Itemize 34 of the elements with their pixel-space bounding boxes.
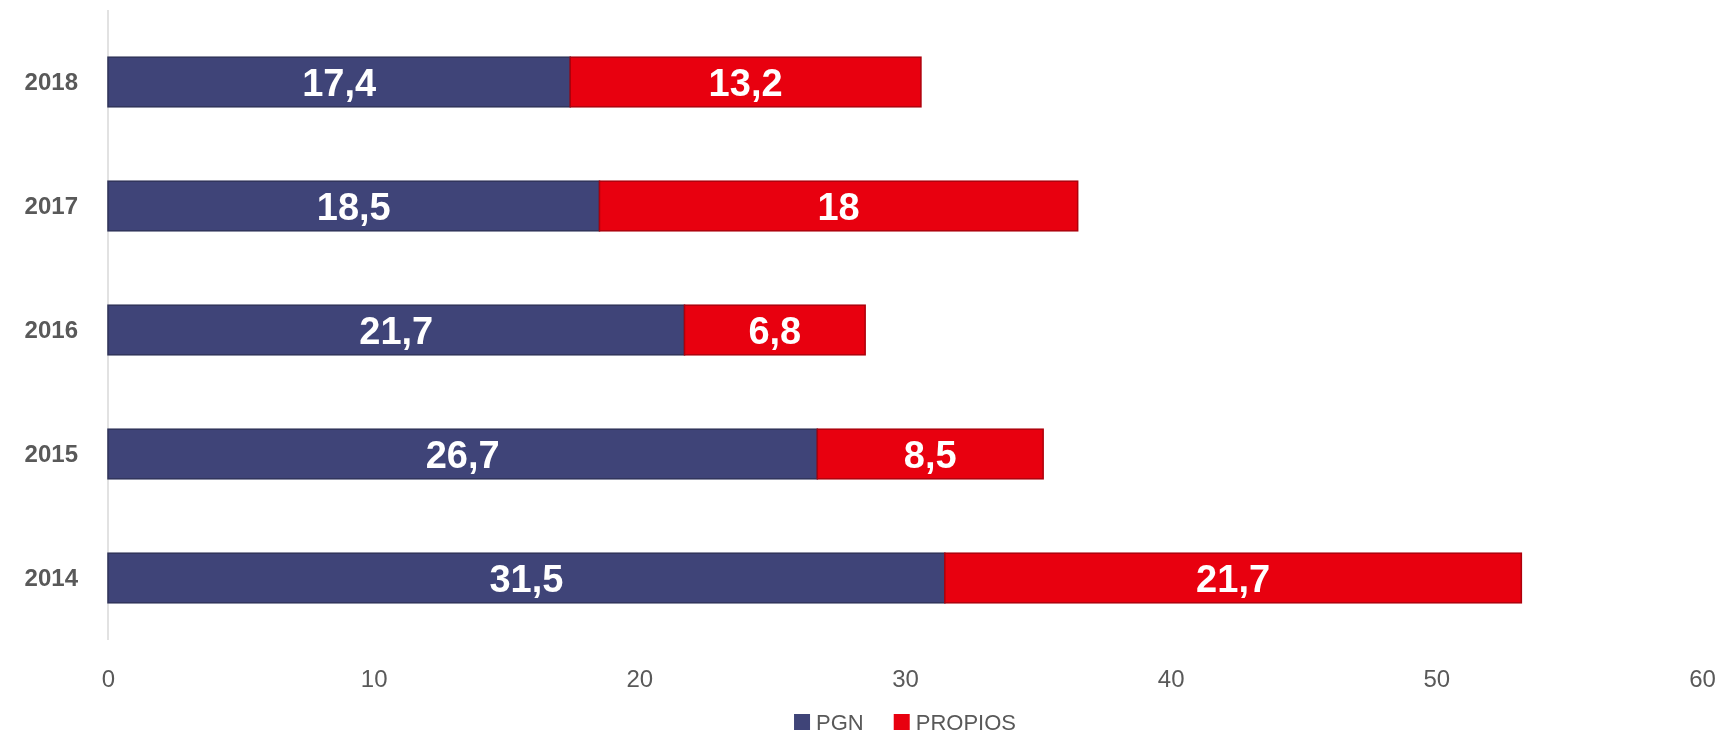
bar bbox=[107, 428, 819, 480]
data-label: 18 bbox=[817, 185, 860, 228]
bar bbox=[598, 180, 1079, 232]
data-label: 13,2 bbox=[708, 61, 783, 104]
bar bbox=[107, 552, 946, 604]
y-tick-label: 2017 bbox=[24, 191, 78, 219]
x-tick-label: 30 bbox=[892, 665, 919, 693]
legend-label: PROPIOS bbox=[915, 710, 1016, 735]
data-label: 21,7 bbox=[359, 309, 434, 352]
data-label: 6,8 bbox=[748, 309, 802, 352]
data-label: 21,7 bbox=[1196, 557, 1271, 600]
bar bbox=[107, 56, 572, 108]
legend-label: PGN bbox=[816, 710, 864, 735]
bar bbox=[944, 552, 1523, 604]
bar bbox=[107, 180, 601, 232]
x-tick-label: 50 bbox=[1423, 665, 1451, 693]
bar bbox=[107, 304, 686, 356]
y-tick-label: 2016 bbox=[24, 315, 78, 343]
data-label: 26,7 bbox=[425, 433, 500, 476]
data-label: 31,5 bbox=[489, 557, 564, 600]
x-tick-label: 0 bbox=[101, 665, 116, 693]
data-label: 8,5 bbox=[903, 433, 957, 476]
bar bbox=[816, 428, 1044, 480]
y-tick-label: 2014 bbox=[24, 563, 79, 591]
bar bbox=[683, 304, 866, 356]
y-tick-label: 2015 bbox=[24, 439, 78, 467]
data-label: 18,5 bbox=[316, 185, 391, 228]
x-tick-label: 60 bbox=[1689, 665, 1716, 693]
bar bbox=[569, 56, 922, 108]
x-tick-label: 10 bbox=[360, 665, 388, 693]
x-tick-label: 40 bbox=[1157, 665, 1185, 693]
x-tick-label: 20 bbox=[626, 665, 654, 693]
y-tick-label: 2018 bbox=[24, 67, 78, 95]
data-label: 17,4 bbox=[302, 61, 377, 104]
